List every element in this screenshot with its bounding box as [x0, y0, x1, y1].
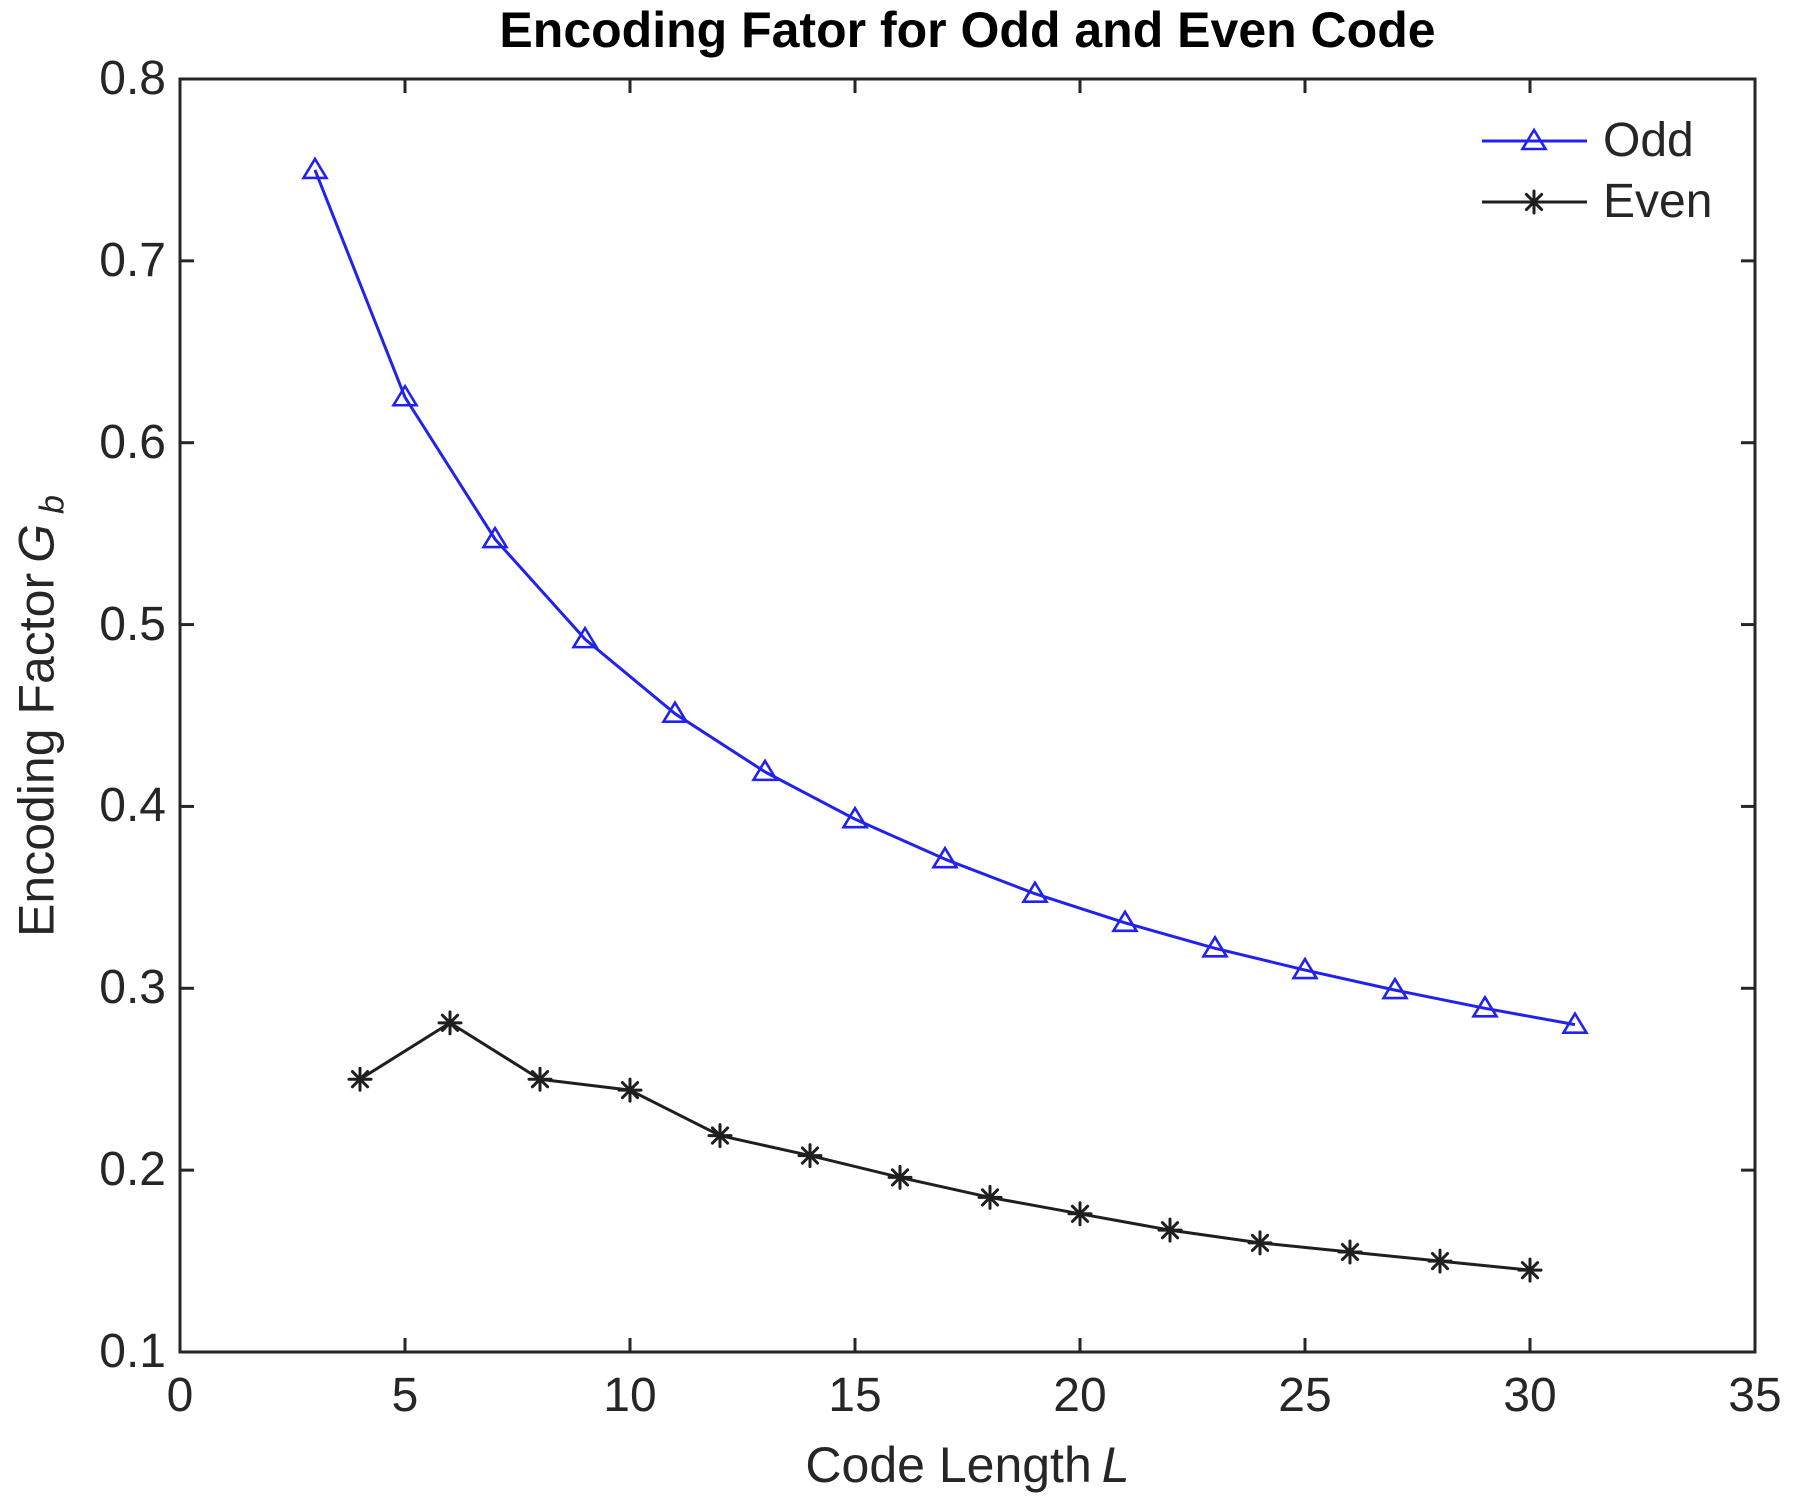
legend-label-even: Even — [1603, 175, 1713, 228]
x-tick-label-35: 35 — [1728, 1369, 1782, 1422]
y-axis-label: Encoding Factor Gb — [8, 495, 73, 937]
y-tick-label-0.3: 0.3 — [99, 961, 166, 1015]
x-tick-label-5: 5 — [391, 1369, 419, 1422]
x-tick-label-25: 25 — [1278, 1369, 1332, 1422]
legend-item-even: Even — [1482, 173, 1712, 231]
x-tick-label-20: 20 — [1053, 1369, 1107, 1422]
series-odd — [301, 156, 1589, 1034]
legend: Odd Even — [1482, 112, 1712, 234]
plot-area — [178, 77, 1757, 1354]
y-tick-label-0.1: 0.1 — [99, 1325, 166, 1378]
y-tick-label-0.5: 0.5 — [99, 597, 166, 651]
y-tick-label-0.2: 0.2 — [99, 1143, 166, 1197]
y-tick-label-0.8: 0.8 — [99, 52, 166, 105]
y-axis-label-text: Encoding Factor — [8, 572, 65, 937]
y-tick-label-0.4: 0.4 — [99, 779, 166, 833]
y-tick-label-0.6: 0.6 — [99, 415, 166, 469]
x-axis-label: Code Length L — [180, 1436, 1755, 1494]
x-tick-label-15: 15 — [828, 1369, 882, 1422]
even-line-marker-sample-icon — [1482, 189, 1587, 215]
legend-label-odd: Odd — [1603, 114, 1694, 167]
y-axis-label-subscript: b — [33, 495, 72, 514]
x-axis-label-variable: L — [1101, 1437, 1130, 1493]
y-axis-label-variable: G — [8, 523, 65, 563]
odd-line-marker-sample-icon — [1482, 127, 1587, 151]
chart-title: Encoding Fator for Odd and Even Code — [499, 2, 1436, 58]
x-tick-label-10: 10 — [603, 1369, 657, 1422]
x-tick-label-0: 0 — [166, 1369, 194, 1422]
legend-item-odd: Odd — [1482, 112, 1712, 170]
x-axis-label-text: Code Length — [805, 1437, 1092, 1493]
plot-canvas — [178, 77, 1757, 1354]
y-tick-label-0.7: 0.7 — [99, 233, 166, 287]
x-tick-label-30: 30 — [1503, 1369, 1557, 1422]
series-even — [347, 1010, 1543, 1283]
